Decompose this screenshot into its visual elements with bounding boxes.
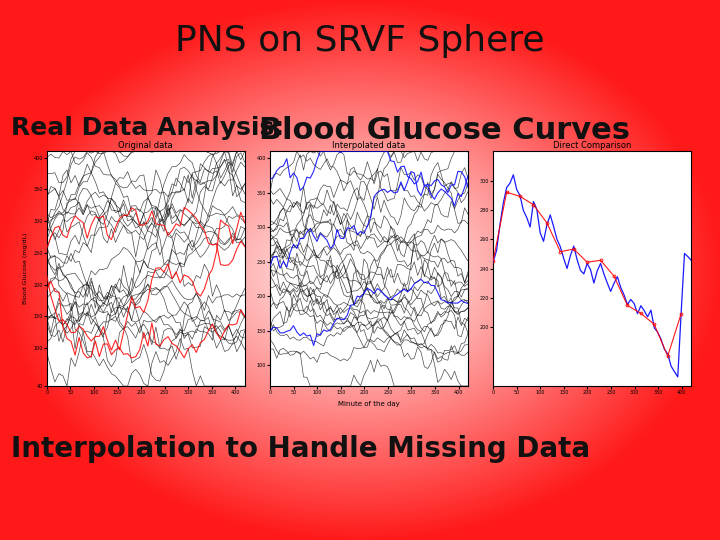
Text: Interpolation to Handle Missing Data: Interpolation to Handle Missing Data xyxy=(11,435,590,463)
Title: Original data: Original data xyxy=(119,141,173,151)
Title: Interpolated data: Interpolated data xyxy=(333,141,405,151)
Y-axis label: Blood Glucose (mg/dL): Blood Glucose (mg/dL) xyxy=(23,233,27,305)
Text: PNS on SRVF Sphere: PNS on SRVF Sphere xyxy=(175,24,545,58)
Text: Real Data Analysis:: Real Data Analysis: xyxy=(11,116,284,140)
Text: Blood Glucose Curves: Blood Glucose Curves xyxy=(259,116,630,145)
Title: Direct Comparison: Direct Comparison xyxy=(553,141,631,151)
X-axis label: Minute of the day: Minute of the day xyxy=(338,401,400,407)
